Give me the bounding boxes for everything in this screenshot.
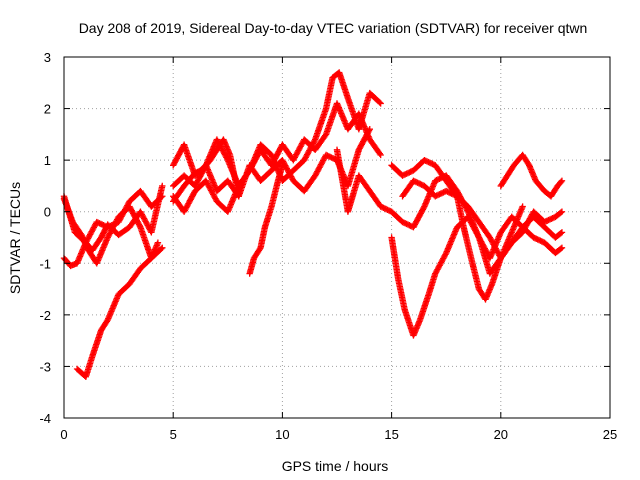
y-tick-label: -1 <box>39 256 51 271</box>
data-point <box>558 229 566 236</box>
data-point <box>558 244 566 252</box>
x-axis-label: GPS time / hours <box>282 458 389 474</box>
y-tick-label: -3 <box>39 359 51 374</box>
x-tick-label: 5 <box>170 427 177 442</box>
series-arc-4 <box>73 239 162 380</box>
y-axis-label: SDTVAR / TECUs <box>7 182 23 294</box>
data-point <box>159 182 166 190</box>
data-point <box>558 177 566 184</box>
x-tick-label: 20 <box>494 427 508 442</box>
y-tick-label: -2 <box>39 308 51 323</box>
y-tick-label: 3 <box>44 50 51 65</box>
plot-frame <box>63 56 611 419</box>
data-point <box>377 100 384 107</box>
series-arc-14 <box>497 151 566 200</box>
data-point <box>376 150 383 157</box>
data-point <box>420 204 427 212</box>
y-tick-label: 0 <box>44 205 51 220</box>
data-point <box>557 209 565 216</box>
data-point <box>311 137 318 145</box>
chart-title: Day 208 of 2019, Sidereal Day-to-day VTE… <box>79 20 588 36</box>
data-point <box>519 203 526 210</box>
data-point <box>557 178 565 186</box>
data-point <box>377 151 384 159</box>
series-arc-8 <box>170 136 242 205</box>
data-point <box>157 245 165 253</box>
x-tick-label: 10 <box>275 427 289 442</box>
axis-ticks <box>63 56 611 419</box>
series-arc-13 <box>399 177 526 303</box>
x-tick-label: 0 <box>60 427 67 442</box>
data-point <box>442 251 449 258</box>
data-point <box>223 155 231 162</box>
data-point <box>557 245 565 252</box>
data-point <box>475 232 482 240</box>
series-arc-3 <box>60 195 166 267</box>
y-tick-label: -4 <box>39 411 51 426</box>
data-points <box>60 69 566 380</box>
data-point <box>159 193 166 200</box>
y-tick-label: 2 <box>44 102 51 117</box>
data-point <box>154 239 162 246</box>
data-point <box>557 230 565 237</box>
data-point <box>279 162 286 169</box>
data-point <box>366 126 373 133</box>
tick-labels: 0 5 10 15 20 25 -4 -3 -2 -1 0 1 2 3 <box>39 50 617 442</box>
data-point <box>365 127 373 134</box>
data-point <box>235 193 242 200</box>
data-point <box>159 244 166 252</box>
series-arc-9 <box>246 162 286 277</box>
data-point <box>136 222 143 230</box>
y-tick-label: 1 <box>44 153 51 168</box>
data-point <box>376 99 383 106</box>
data-point <box>157 194 165 201</box>
x-tick-label: 25 <box>603 427 617 442</box>
data-point <box>558 208 566 215</box>
x-tick-label: 15 <box>384 427 398 442</box>
